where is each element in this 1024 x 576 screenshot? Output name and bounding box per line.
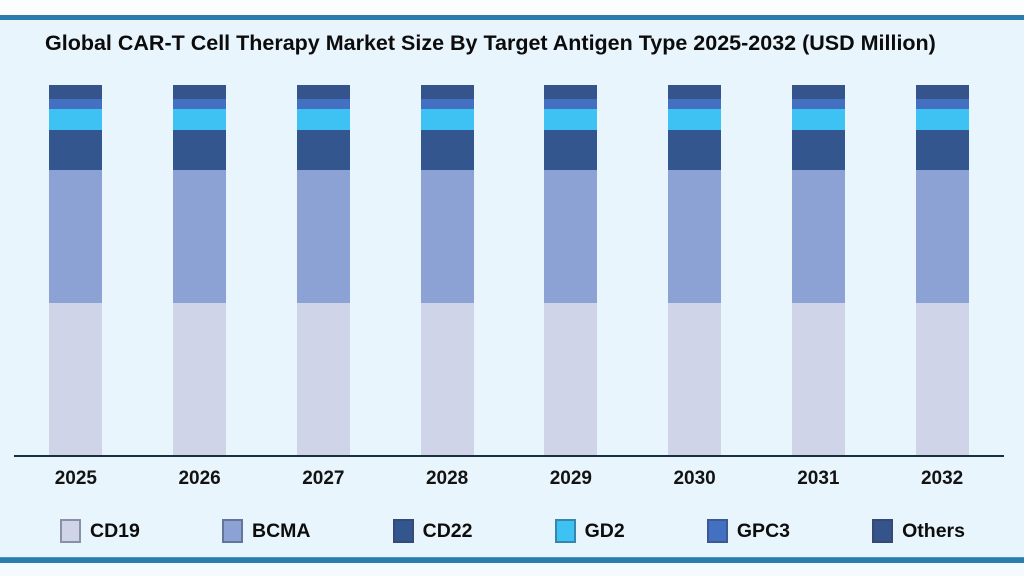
legend-item-gd2: GD2 xyxy=(554,519,625,543)
bar-column-2032 xyxy=(880,85,1004,455)
legend-item-gpc3: GPC3 xyxy=(706,519,790,543)
segment-cd19-2026 xyxy=(173,302,227,455)
bar-2027 xyxy=(296,85,350,455)
segment-gpc3-2030 xyxy=(668,99,722,110)
legend-item-cd22: CD22 xyxy=(392,519,473,543)
segment-gd2-2029 xyxy=(544,109,598,130)
segment-bcma-2031 xyxy=(791,169,845,303)
segment-cd22-2026 xyxy=(173,129,227,170)
segment-others-2030 xyxy=(668,85,722,100)
segment-gd2-2025 xyxy=(49,109,103,130)
segment-gpc3-2027 xyxy=(296,99,350,110)
legend-swatch-cd19 xyxy=(60,519,81,543)
segment-cd19-2031 xyxy=(791,302,845,455)
segment-cd22-2028 xyxy=(420,129,474,170)
legend-label-gd2: GD2 xyxy=(584,519,625,542)
bar-2029 xyxy=(544,85,598,455)
legend-label-cd19: CD19 xyxy=(90,519,140,542)
x-label-2029: 2029 xyxy=(549,468,593,489)
segment-others-2027 xyxy=(296,85,350,100)
x-label-2026: 2026 xyxy=(178,468,221,489)
x-label-2030: 2030 xyxy=(673,468,716,489)
segment-gd2-2030 xyxy=(668,109,722,130)
legend-swatch-others xyxy=(872,519,894,543)
bar-column-2026 xyxy=(138,85,262,455)
legend-item-others: Others xyxy=(872,519,965,543)
segment-cd22-2031 xyxy=(791,129,845,170)
segment-gpc3-2032 xyxy=(915,99,969,110)
bar-2028 xyxy=(420,85,474,455)
segment-gpc3-2026 xyxy=(173,99,227,110)
legend-label-gpc3: GPC3 xyxy=(736,519,790,542)
segment-gpc3-2028 xyxy=(420,99,474,110)
segment-cd19-2027 xyxy=(296,302,350,455)
bottom-edge-strip xyxy=(0,563,1024,576)
segment-gpc3-2031 xyxy=(791,99,845,110)
segment-cd19-2030 xyxy=(668,302,722,455)
segment-others-2032 xyxy=(915,85,969,100)
legend-label-others: Others xyxy=(902,519,965,542)
plot-area xyxy=(14,85,1004,457)
legend-item-bcma: BCMA xyxy=(222,519,311,543)
bottom-teal-rule xyxy=(0,557,1024,563)
bar-column-2027 xyxy=(262,85,386,455)
segment-bcma-2032 xyxy=(915,169,969,303)
legend-label-bcma: BCMA xyxy=(252,519,311,542)
segment-gpc3-2029 xyxy=(544,99,598,110)
legend-swatch-cd22 xyxy=(392,519,414,543)
segment-gd2-2032 xyxy=(915,109,969,130)
segment-cd22-2027 xyxy=(296,129,350,170)
segment-gpc3-2025 xyxy=(49,99,103,110)
segment-others-2028 xyxy=(420,85,474,100)
x-label-2027: 2027 xyxy=(302,468,345,489)
x-label-2032: 2032 xyxy=(920,468,964,489)
segment-bcma-2028 xyxy=(420,169,474,303)
bar-2032 xyxy=(915,85,969,455)
bar-column-2030 xyxy=(633,85,757,455)
segment-others-2026 xyxy=(173,85,227,100)
segment-cd22-2032 xyxy=(915,129,969,170)
bar-2025 xyxy=(49,85,103,455)
segment-bcma-2030 xyxy=(668,169,722,303)
segment-bcma-2029 xyxy=(544,169,598,303)
segment-bcma-2025 xyxy=(49,169,103,303)
segment-cd19-2025 xyxy=(49,302,103,455)
segment-cd22-2025 xyxy=(49,129,103,170)
legend-item-cd19: CD19 xyxy=(60,519,140,543)
legend-swatch-gpc3 xyxy=(706,519,728,543)
bar-column-2025 xyxy=(14,85,138,455)
x-axis-labels: 2025 2026 2027 2028 2029 2030 2031 2032 xyxy=(14,468,1004,494)
top-teal-rule xyxy=(0,15,1024,20)
bar-2030 xyxy=(668,85,722,455)
legend-swatch-bcma xyxy=(222,519,243,543)
segment-cd19-2028 xyxy=(420,302,474,455)
top-edge-strip xyxy=(0,0,1024,15)
bar-column-2029 xyxy=(509,85,633,455)
bar-2031 xyxy=(791,85,845,455)
x-label-2028: 2028 xyxy=(425,468,469,489)
x-label-2025: 2025 xyxy=(54,468,98,489)
chart-title: Global CAR-T Cell Therapy Market Size By… xyxy=(45,31,936,55)
segment-others-2031 xyxy=(791,85,845,100)
legend: CD19 BCMA CD22 GD2 GPC3 Others xyxy=(60,516,965,546)
segment-cd22-2030 xyxy=(668,129,722,170)
segment-gd2-2026 xyxy=(173,109,227,130)
segment-bcma-2027 xyxy=(296,169,350,303)
bar-column-2028 xyxy=(385,85,509,455)
segment-gd2-2028 xyxy=(420,109,474,130)
x-label-2031: 2031 xyxy=(797,468,840,489)
segment-gd2-2027 xyxy=(296,109,350,130)
legend-swatch-gd2 xyxy=(554,519,576,543)
segment-cd19-2032 xyxy=(915,302,969,455)
bar-column-2031 xyxy=(757,85,881,455)
segment-cd22-2029 xyxy=(544,129,598,170)
segment-others-2029 xyxy=(544,85,598,100)
legend-label-cd22: CD22 xyxy=(422,519,473,542)
bar-2026 xyxy=(173,85,227,455)
segment-gd2-2031 xyxy=(791,109,845,130)
segment-cd19-2029 xyxy=(544,302,598,455)
segment-bcma-2026 xyxy=(173,169,227,303)
segment-others-2025 xyxy=(49,85,103,100)
